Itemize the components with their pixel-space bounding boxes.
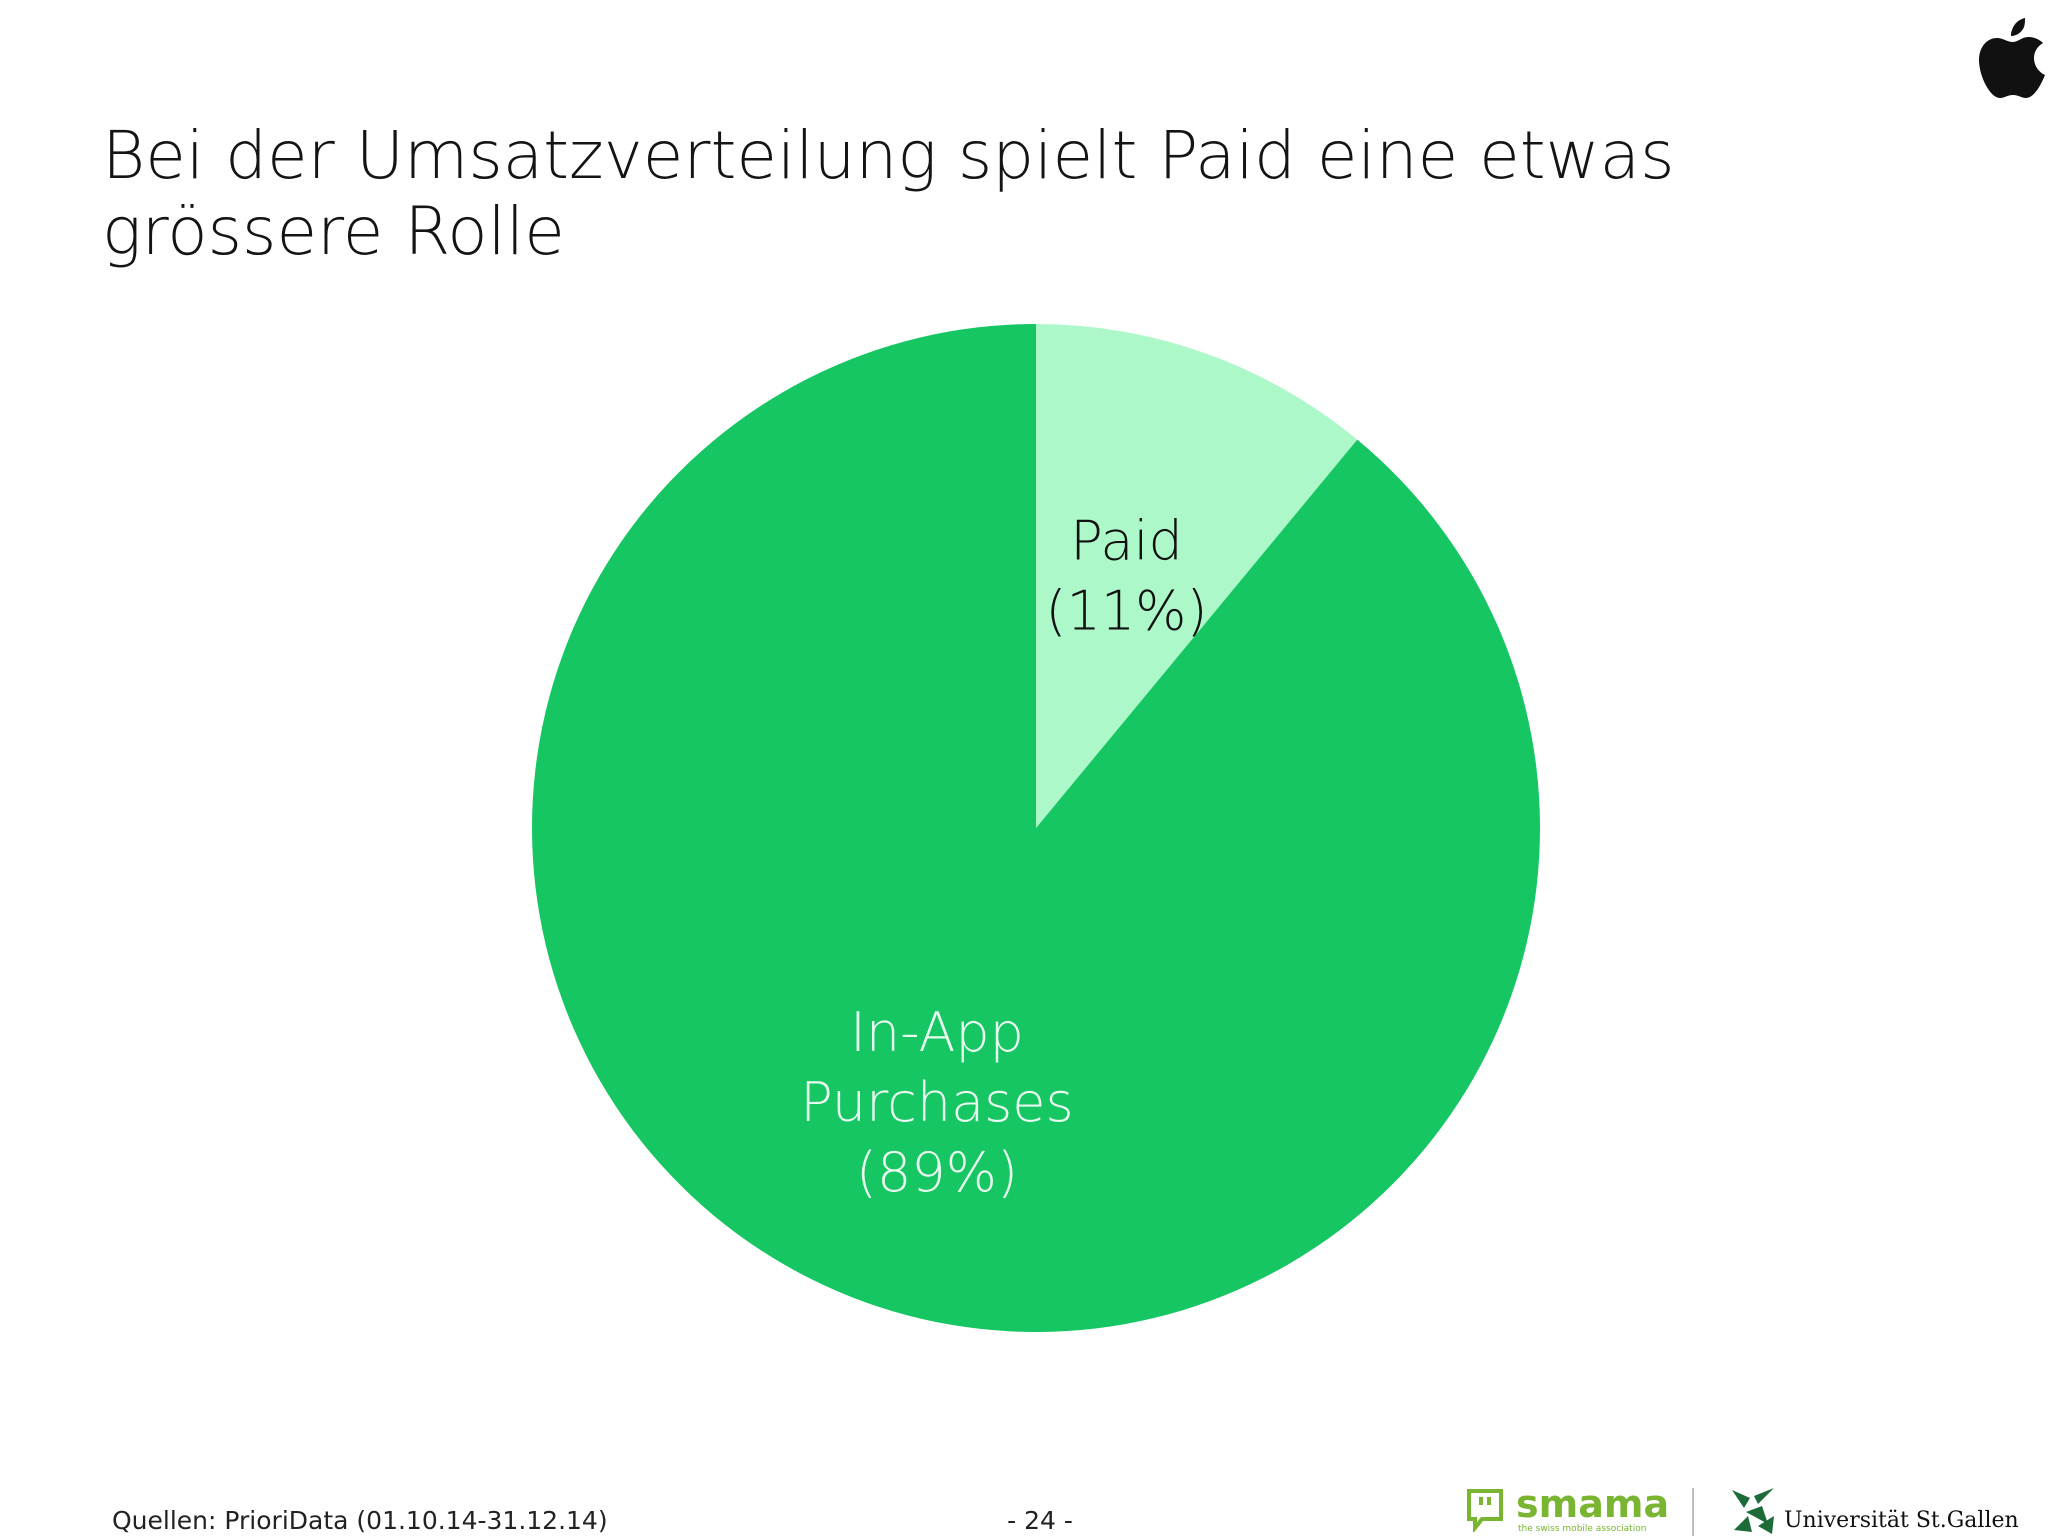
pie-slice-label-1: In-App Purchases (89%) (800, 1001, 1073, 1204)
source-note: Quellen: PrioriData (01.10.14-31.12.14) (112, 1506, 608, 1535)
university-logo: Universität St.Gallen (1728, 1486, 2048, 1536)
page-number: - 24 - (1007, 1506, 1073, 1535)
smama-name: smama (1516, 1482, 1670, 1526)
university-name: Universität St.Gallen (1784, 1508, 2019, 1533)
slide-title: Bei der Umsatzverteilung spielt Paid ein… (102, 117, 1675, 270)
apple-icon (1979, 18, 2045, 98)
pie-slice-label-line: Purchases (800, 1071, 1073, 1134)
smama-tagline: the swiss mobile association (1518, 1524, 1647, 1534)
smama-speech-bubble-icon (1467, 1489, 1503, 1532)
pie-slice-label-line: (11%) (1045, 580, 1207, 643)
pie-slice-label-0: Paid (11%) (1045, 510, 1207, 643)
hsg-emblem-icon (1732, 1488, 1774, 1534)
pie-slice-label-line: Paid (1070, 510, 1183, 573)
pie-slice-0 (1036, 324, 1358, 828)
pie-slice-label-line: (89%) (856, 1141, 1018, 1204)
smama-logo: smama the swiss mobile association (1466, 1484, 1669, 1536)
logo-divider (1692, 1488, 1694, 1536)
pie-slice-1 (532, 323, 1541, 1332)
pie-slice-label-line: In-App (850, 1001, 1024, 1064)
